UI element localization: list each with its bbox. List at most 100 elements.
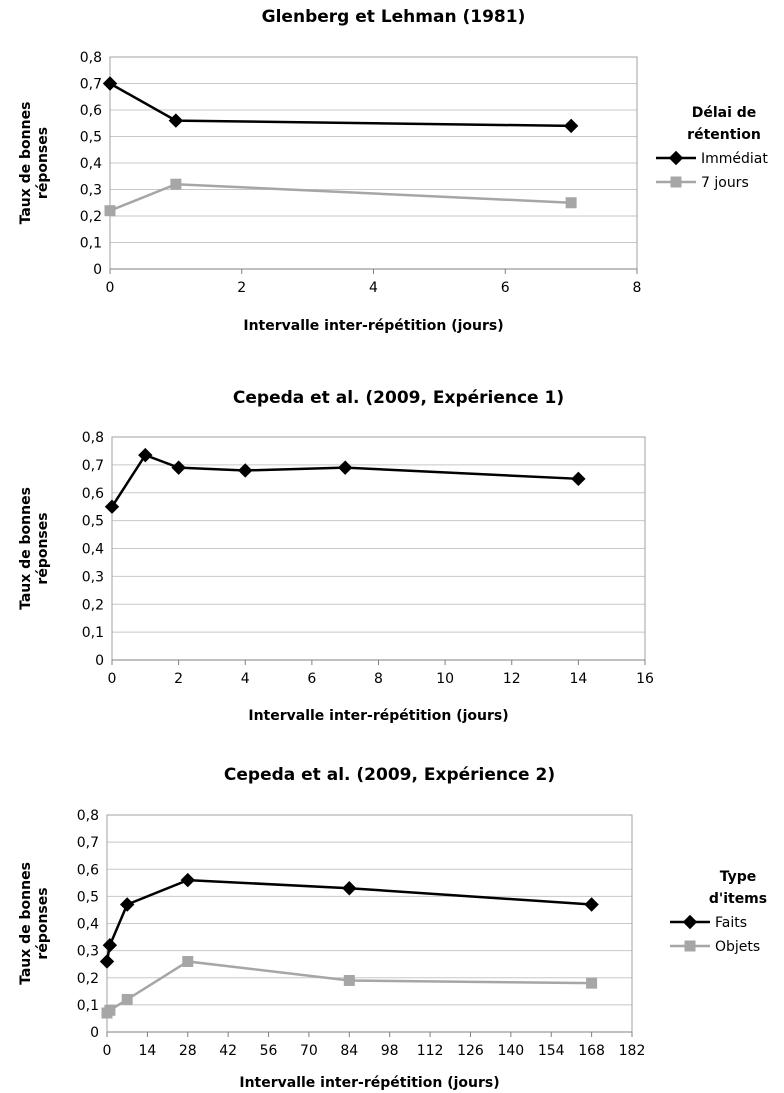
x-tick-label: 182 (619, 1043, 646, 1059)
y-tick-label: 0,8 (77, 808, 99, 824)
x-tick-label: 2 (237, 280, 246, 296)
data-point (571, 471, 586, 487)
x-tick-label: 154 (538, 1043, 565, 1059)
data-point (586, 977, 598, 989)
x-tick-label: 8 (374, 671, 383, 687)
y-tick-label: 0,2 (80, 209, 102, 225)
y-tick-label: 0,5 (77, 889, 99, 905)
data-point (238, 463, 253, 478)
y-tick-label: 0,5 (80, 130, 102, 146)
y-tick-label: 0,7 (82, 458, 104, 474)
chart-2: Cepeda et al. (2009, Expérience 1) 0 0,1 0,… (18, 388, 654, 724)
y-tick-label: 0,7 (77, 835, 99, 851)
y-tick-label: 0 (90, 1025, 99, 1041)
legend-label: 7 jours (701, 175, 749, 191)
y-tick-label: 0,1 (77, 998, 99, 1014)
series-immédiat (102, 76, 579, 134)
x-tick-label: 112 (417, 1043, 444, 1059)
y-tick-label: 0,3 (82, 569, 104, 585)
x-axis-label: Intervalle inter-répétition (jours) (243, 318, 503, 334)
series-7-jours (104, 178, 577, 217)
y-tick-label: 0,4 (80, 156, 102, 172)
y-axis-label: Taux de bonnesréponses (18, 862, 51, 985)
y-axis-label-line: Taux de bonnes (18, 487, 34, 610)
x-axis-label: Intervalle inter-répétition (jours) (239, 1075, 499, 1091)
series-line (110, 453, 579, 508)
y-tick-label: 0,2 (77, 971, 99, 987)
chart-title: Glenberg et Lehman (1981) (262, 7, 526, 27)
y-axis-label-line: réponses (35, 127, 51, 199)
y-tick-label: 0 (93, 262, 102, 278)
legend-marker (670, 176, 682, 188)
x-tick-label: 168 (578, 1043, 605, 1059)
data-point (138, 447, 153, 463)
data-point (565, 197, 577, 209)
chart-3: Cepeda et al. (2009, Expérience 2) 0 0,1 0,… (18, 765, 767, 1091)
y-axis-label-line: réponses (35, 887, 51, 959)
series-1 (104, 447, 586, 514)
legend-title: Délai de (692, 105, 757, 121)
y-axis-label-line: réponses (35, 512, 51, 584)
y-axis-label: Taux de bonnesréponses (18, 102, 51, 225)
data-point (99, 954, 115, 969)
series-objets (101, 955, 598, 1019)
y-tick-label: 0,1 (80, 236, 102, 252)
data-point (563, 118, 579, 134)
x-tick-label: 126 (457, 1043, 484, 1059)
y-tick-label: 0,4 (82, 542, 104, 558)
legend-marker (684, 940, 696, 952)
legend-label: Faits (715, 915, 747, 931)
y-tick-label: 0,7 (80, 77, 102, 93)
data-point (342, 881, 357, 896)
x-tick-label: 0 (108, 671, 117, 687)
data-point (170, 178, 182, 190)
y-tick-label: 0,4 (77, 917, 99, 933)
data-point (104, 499, 120, 514)
data-point (102, 937, 118, 953)
chart-1: Glenberg et Lehman (1981) 0 0,1 0,2 0,3 0,4 0,… (18, 7, 768, 334)
x-tick-label: 140 (497, 1043, 524, 1059)
data-point (104, 205, 116, 217)
x-tick-label: 28 (179, 1043, 197, 1059)
x-tick-label: 10 (436, 671, 454, 687)
y-tick-label: 0,8 (82, 430, 104, 446)
y-tick-label: 0,6 (77, 862, 99, 878)
x-tick-label: 6 (307, 671, 316, 687)
legend: Type d'items Faits Objets (670, 869, 767, 955)
data-point (180, 872, 195, 888)
legend-title: rétention (687, 127, 761, 143)
x-tick-label: 16 (636, 671, 654, 687)
chart-title: Cepeda et al. (2009, Expérience 1) (233, 388, 564, 408)
y-axis-label-line: Taux de bonnes (18, 102, 34, 225)
x-tick-label: 12 (503, 671, 521, 687)
data-point (168, 113, 184, 128)
x-tick-label: 0 (106, 280, 115, 296)
x-tick-label: 56 (260, 1043, 278, 1059)
data-point (337, 460, 353, 475)
legend-title: Type (720, 869, 757, 885)
chart-title: Cepeda et al. (2009, Expérience 2) (224, 765, 555, 785)
y-tick-label: 0,3 (80, 183, 102, 199)
legend-title: d'items (709, 891, 767, 907)
data-point (182, 955, 194, 967)
x-tick-label: 4 (369, 280, 378, 296)
data-point (584, 897, 599, 912)
x-tick-label: 0 (103, 1043, 112, 1059)
legend-label: Immédiat (701, 151, 768, 167)
y-tick-label: 0,1 (82, 625, 104, 641)
data-point (119, 897, 135, 912)
legend: Délai de rétention Immédiat 7 jours (656, 105, 768, 191)
x-tick-label: 2 (174, 671, 183, 687)
data-point (104, 1004, 116, 1016)
x-tick-label: 6 (501, 280, 510, 296)
x-tick-label: 4 (241, 671, 250, 687)
data-point (102, 76, 118, 91)
y-tick-label: 0,6 (82, 486, 104, 502)
legend-marker (682, 914, 698, 930)
x-tick-label: 14 (138, 1043, 156, 1059)
y-tick-label: 0,8 (80, 50, 102, 66)
x-tick-label: 14 (569, 671, 587, 687)
data-point (121, 993, 133, 1005)
y-tick-label: 0,5 (82, 514, 104, 530)
